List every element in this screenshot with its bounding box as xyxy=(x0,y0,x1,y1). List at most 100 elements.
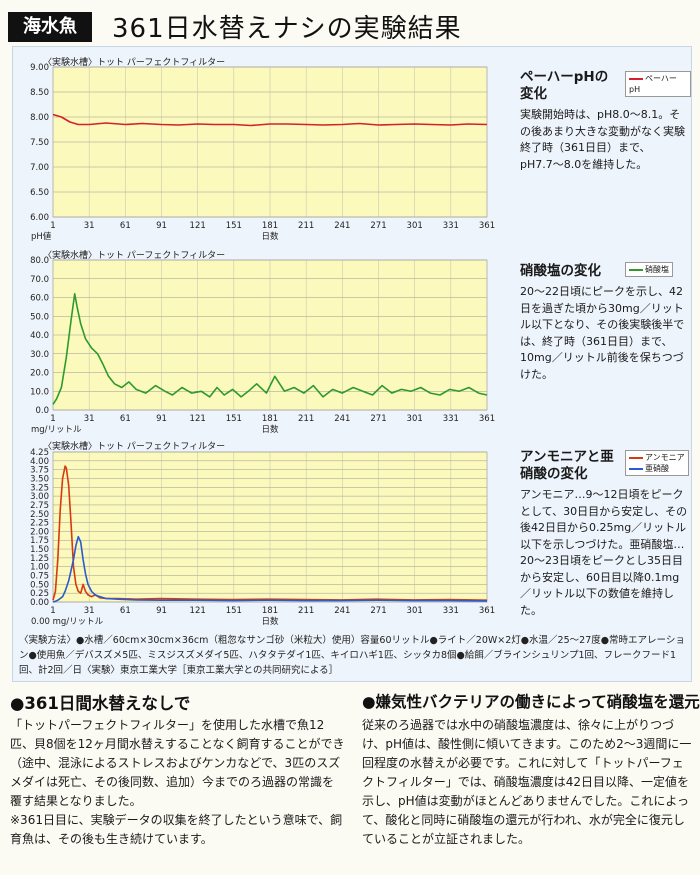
y-tick-label: 7.50 xyxy=(30,138,49,148)
x-tick-label: 61 xyxy=(120,606,131,616)
y-tick-label: 1.75 xyxy=(30,536,49,546)
section-note: ※361日目に、実験データの収集を終了したという意味で、飼育魚は、その後も生き続… xyxy=(10,813,343,846)
legend: アンモニア 亜硝酸 xyxy=(625,450,689,476)
legend-swatch xyxy=(629,77,643,80)
y-tick-label: 10.0 xyxy=(30,387,49,397)
y-tick-label: 2.50 xyxy=(30,510,49,520)
y-tick-label: 30.0 xyxy=(30,350,49,360)
y-unit-label: mg/リットル xyxy=(31,425,82,435)
section-title: ●嫌気性バクテリアの働きによって硝酸塩を還元 xyxy=(362,693,700,711)
x-tick-label: 241 xyxy=(334,414,350,424)
y-tick-label: 60.0 xyxy=(30,294,49,304)
y-tick-label: 0.0 xyxy=(35,406,49,416)
series-line xyxy=(52,465,488,601)
x-tick-label: 301 xyxy=(407,221,423,231)
y-tick-label: 4.00 xyxy=(30,457,49,467)
y-tick-label: 8.00 xyxy=(30,113,49,123)
y-tick-label: 9.00 xyxy=(30,63,49,73)
x-tick-label: 91 xyxy=(156,606,167,616)
chart-caption: 〈実験水槽〉トット パーフェクトフィルター xyxy=(43,58,226,68)
x-tick-label: 331 xyxy=(443,221,459,231)
category-tag: 海水魚 xyxy=(8,12,92,42)
ph-chart: 6.00 6.50 7.00 7.50 8.00 8.50 9.00 1 31 61 91 121 15… xyxy=(30,63,495,242)
y-tick-label: 3.25 xyxy=(30,483,49,493)
section-body: 従来のろ過器では水中の硝酸塩濃度は、徐々に上がりつづけ、pH値は、酸性側に傾いて… xyxy=(362,716,692,849)
nitrate-chart: 0.0 10.0 20.0 30.0 40.0 50.0 60.0 70.0 80.0 1 31 61… xyxy=(30,256,495,435)
experiment-method: 〈実験方法〉●水槽／60cm×30cm×36cm（粗忽なサンゴ砂（米粒大）使用）… xyxy=(19,635,685,676)
y-tick-label: 1.00 xyxy=(30,563,49,573)
x-tick-label: 151 xyxy=(226,221,242,231)
x-tick-label: 181 xyxy=(262,221,278,231)
chart-heading: 硝酸塩の変化 xyxy=(520,263,601,279)
chart-description: ペーハーpHの変化 実験開始時は、pH8.0〜8.1。その後あまり大きな変動がな… xyxy=(520,69,690,173)
legend-label: ペーハーpH xyxy=(629,74,677,94)
y-unit-label: pH値 xyxy=(31,231,52,242)
x-tick-label: 301 xyxy=(407,606,423,616)
x-tick-label: 1 xyxy=(50,414,55,424)
y-tick-label: 8.50 xyxy=(30,88,49,98)
x-tick-label: 331 xyxy=(443,414,459,424)
y-tick-label: 3.75 xyxy=(30,466,49,476)
section-body: 「トットパーフェクトフィルター」を使用した水槽で魚12匹、貝8個を12ヶ月間水替… xyxy=(10,716,345,849)
ammonia-nitrite-chart: 0.000.250.500.751.001.251.501.752.002.25… xyxy=(30,448,495,627)
x-tick-label: 241 xyxy=(334,221,350,231)
x-tick-label: 361 xyxy=(479,414,495,424)
legend-entry: 亜硝酸 xyxy=(629,463,685,474)
y-tick-label: 6.50 xyxy=(30,188,49,198)
x-tick-label: 361 xyxy=(479,221,495,231)
y-unit-label: 0.00 mg/リットル xyxy=(31,617,104,627)
x-tick-label: 271 xyxy=(370,414,386,424)
legend-label: アンモニア xyxy=(645,453,685,462)
x-tick-label: 121 xyxy=(190,414,206,424)
chart-description: 硝酸塩の変化 20〜22日頃にピークを示し、42日を過ぎた頃から30mg／リット… xyxy=(520,263,688,383)
y-tick-label: 4.25 xyxy=(30,448,49,458)
legend-entry: アンモニア xyxy=(629,452,685,463)
x-tick-label: 91 xyxy=(156,221,167,231)
section-paragraph: 従来のろ過器では水中の硝酸塩濃度は、徐々に上がりつづけ、pH値は、酸性側に傾いて… xyxy=(362,718,692,846)
chart-panel: 〈実験水槽〉トット パーフェクトフィルター 6.00 6.50 7.00 7.50 8.… xyxy=(12,46,692,682)
x-tick-label: 301 xyxy=(407,414,423,424)
x-tick-label: 31 xyxy=(84,221,95,231)
y-tick-label: 2.00 xyxy=(30,527,49,537)
x-tick-label: 211 xyxy=(298,606,314,616)
x-tick-label: 31 xyxy=(84,414,95,424)
x-tick-label: 211 xyxy=(298,414,314,424)
legend-label: 亜硝酸 xyxy=(645,464,669,473)
chart-heading: アンモニアと亜硝酸の変化 xyxy=(520,449,614,482)
legend-swatch xyxy=(629,467,643,470)
x-axis-label: 日数 xyxy=(261,231,279,242)
x-tick-label: 121 xyxy=(190,606,206,616)
legend-swatch xyxy=(629,456,643,459)
chart-caption: 〈実験水槽〉トット パーフェクトフィルター xyxy=(43,442,226,452)
chart-desc-text: 20〜22日頃にピークを示し、42日を過ぎた頃から30mg／リットル以下となり、… xyxy=(520,285,685,381)
y-tick-label: 70.0 xyxy=(30,275,49,285)
legend-swatch xyxy=(629,268,643,271)
y-tick-label: 3.50 xyxy=(30,474,49,484)
x-tick-label: 181 xyxy=(262,414,278,424)
chart-caption: 〈実験水槽〉トット パーフェクトフィルター xyxy=(43,251,226,261)
series-line xyxy=(52,113,488,127)
section-paragraph: 「トットパーフェクトフィルター」を使用した水槽で魚12匹、貝8個を12ヶ月間水替… xyxy=(10,718,345,808)
y-tick-label: 40.0 xyxy=(30,331,49,341)
section-title: ●361日間水替えなしで xyxy=(10,694,191,713)
legend: 硝酸塩 xyxy=(625,262,673,277)
x-tick-label: 271 xyxy=(370,221,386,231)
x-tick-label: 1 xyxy=(50,606,55,616)
x-tick-label: 31 xyxy=(84,606,95,616)
chart-description: アンモニアと亜硝酸の変化 アンモニア…9〜12日頃をピークとして、30日目から安… xyxy=(520,449,690,619)
y-tick-label: 0.75 xyxy=(30,572,49,582)
series-line xyxy=(52,535,488,603)
series-line xyxy=(52,292,488,405)
y-tick-label: 0.25 xyxy=(30,589,49,599)
x-tick-label: 241 xyxy=(334,606,350,616)
y-tick-label: 20.0 xyxy=(30,369,49,379)
x-tick-label: 181 xyxy=(262,606,278,616)
page-title: 361日水替えナシの実験結果 xyxy=(112,14,462,44)
chart-desc-text: アンモニア…9〜12日頃をピークとして、30日目から安定し、その後42日目から0… xyxy=(520,488,688,617)
x-axis-label: 日数 xyxy=(261,424,279,435)
x-tick-label: 91 xyxy=(156,414,167,424)
y-tick-label: 7.00 xyxy=(30,163,49,173)
legend: ペーハーpH xyxy=(625,71,691,97)
x-tick-label: 61 xyxy=(120,414,131,424)
y-tick-label: 0.50 xyxy=(30,580,49,590)
